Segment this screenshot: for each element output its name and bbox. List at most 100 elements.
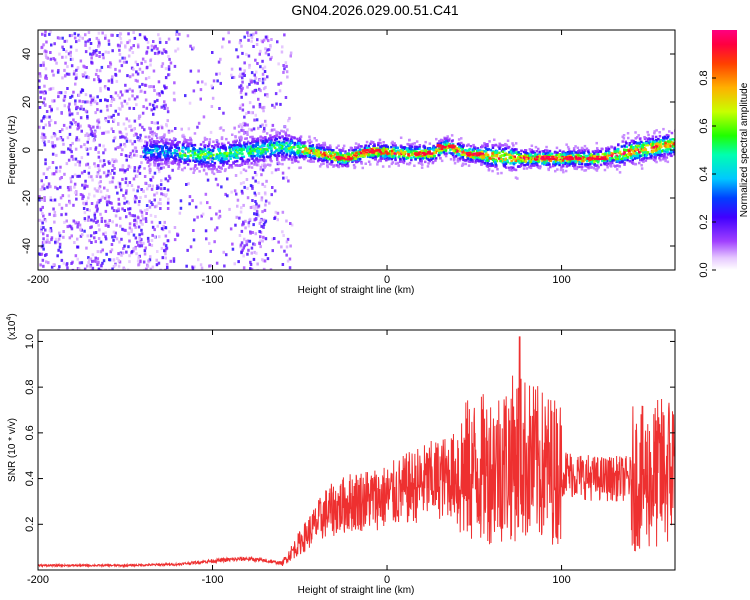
spectrogram-cell bbox=[162, 193, 165, 197]
spectrogram-cell bbox=[253, 171, 257, 174]
spectrogram-cell bbox=[143, 150, 147, 153]
spectrogram-cell bbox=[168, 151, 171, 154]
spectrogram-cell bbox=[41, 221, 44, 225]
spectrogram-cell bbox=[87, 175, 91, 179]
spectrogram-cell bbox=[391, 140, 394, 144]
spectrogram-cell bbox=[662, 142, 665, 146]
spectrogram-cell bbox=[269, 134, 272, 137]
spectrogram-cell bbox=[373, 158, 377, 161]
spectrogram-cell bbox=[261, 123, 264, 127]
spectrogram-cell bbox=[196, 156, 199, 160]
spectrogram-cell bbox=[133, 200, 137, 204]
spectrogram-cell bbox=[380, 148, 384, 151]
spectrogram-cell bbox=[160, 137, 164, 141]
spectrogram-cell bbox=[238, 148, 242, 151]
spectrogram-cell bbox=[40, 228, 43, 232]
spectrogram-cell bbox=[519, 164, 523, 167]
spectrogram-cell bbox=[95, 68, 99, 72]
spectrogram-cell bbox=[110, 100, 113, 103]
spectrogram-cell bbox=[154, 161, 157, 165]
spectrogram-cell bbox=[84, 50, 88, 54]
spectrogram-cell bbox=[166, 266, 169, 269]
spectrogram-cell bbox=[514, 159, 518, 162]
spectrogram-cell bbox=[637, 144, 640, 148]
spectrogram-cell bbox=[274, 92, 278, 96]
spectrogram-cell bbox=[111, 206, 114, 210]
spectrogram-cell bbox=[232, 152, 235, 156]
spectrogram-cell bbox=[140, 232, 144, 236]
spectrogram-cell bbox=[461, 156, 465, 159]
spectrogram-cell bbox=[209, 154, 212, 158]
spectrogram-cell bbox=[664, 150, 667, 153]
spectrogram-cell bbox=[241, 72, 244, 76]
spectrogram-cell bbox=[271, 151, 275, 155]
spectrogram-cell bbox=[288, 154, 292, 158]
spectrogram-cell bbox=[593, 155, 596, 159]
spectrogram-cell bbox=[136, 169, 140, 173]
spectrogram-cell bbox=[133, 153, 136, 157]
spectrogram-cell bbox=[239, 39, 242, 43]
spectrogram-cell bbox=[669, 154, 672, 157]
spectrogram-cell bbox=[587, 166, 590, 169]
spectrogram-cell bbox=[113, 136, 116, 140]
spectrogram-cell bbox=[85, 202, 88, 206]
spectrogram-cell bbox=[214, 177, 218, 181]
spectrogram-cell bbox=[336, 152, 339, 155]
spectrogram-cell bbox=[148, 85, 151, 89]
spectrogram-cell bbox=[604, 149, 608, 153]
spectrogram-cell bbox=[237, 130, 241, 134]
spectrogram-cell bbox=[324, 151, 328, 155]
spectrogram-cell bbox=[265, 150, 269, 153]
spectrogram-cell bbox=[386, 154, 390, 158]
spectrogram-cell bbox=[121, 148, 124, 152]
spectrogram-cell bbox=[229, 143, 232, 147]
spectrogram-cell bbox=[124, 89, 128, 93]
spectrogram-cell bbox=[175, 149, 178, 153]
spectrogram-cell bbox=[176, 47, 180, 51]
spectrogram-cell bbox=[236, 146, 239, 149]
spectrogram-cell bbox=[50, 135, 54, 139]
spectrogram-cell bbox=[111, 49, 114, 53]
spectrogram-cell bbox=[180, 157, 184, 160]
spectrogram-cell bbox=[160, 179, 163, 183]
spectrogram-cell bbox=[222, 37, 225, 41]
spectrogram-cell bbox=[191, 47, 194, 51]
spectrogram-cell bbox=[633, 162, 637, 166]
spectrogram-cell bbox=[296, 137, 299, 141]
spectrogram-cell bbox=[157, 33, 160, 37]
spectrogram-cell bbox=[358, 151, 361, 154]
spectrogram-cell bbox=[144, 148, 147, 152]
spectrogram-cell bbox=[150, 243, 154, 247]
spectrogram-cell bbox=[314, 152, 318, 155]
spectrogram-cell bbox=[452, 159, 456, 162]
spectrogram-cell bbox=[432, 155, 436, 158]
spectrogram-cell bbox=[261, 81, 265, 85]
spectrogram-cell bbox=[660, 149, 664, 153]
spectrogram-cell bbox=[125, 200, 129, 204]
spectrogram-cell bbox=[137, 185, 140, 189]
spectrogram-cell bbox=[123, 56, 127, 60]
spectrogram-cell bbox=[104, 231, 107, 235]
spectrogram-cell bbox=[230, 73, 233, 77]
spectrogram-cell bbox=[96, 123, 100, 127]
spectrogram-cell bbox=[218, 149, 221, 152]
spectrogram-cell bbox=[173, 238, 177, 242]
spectrogram-cell bbox=[582, 151, 586, 154]
spectrogram-cell bbox=[369, 163, 372, 166]
spectrogram-cell bbox=[49, 227, 53, 230]
spectrogram-cell bbox=[280, 245, 283, 249]
spectrogram-cell bbox=[253, 250, 256, 254]
spectrogram-cell bbox=[543, 159, 547, 162]
spectrogram-cell bbox=[394, 158, 397, 162]
spectrogram-cell bbox=[76, 66, 80, 69]
spectrogram-cell bbox=[99, 190, 103, 194]
spectrogram-cell bbox=[410, 145, 414, 148]
spectrogram-cell bbox=[50, 141, 54, 145]
spectrogram-cell bbox=[166, 119, 169, 123]
spectrogram-cell bbox=[359, 151, 363, 155]
spectrogram-cell bbox=[488, 157, 491, 160]
spectrogram-cell bbox=[284, 61, 288, 65]
spectrogram-cell bbox=[309, 157, 313, 161]
spectrogram-cell bbox=[659, 159, 662, 162]
spectrogram-cell bbox=[603, 168, 607, 172]
